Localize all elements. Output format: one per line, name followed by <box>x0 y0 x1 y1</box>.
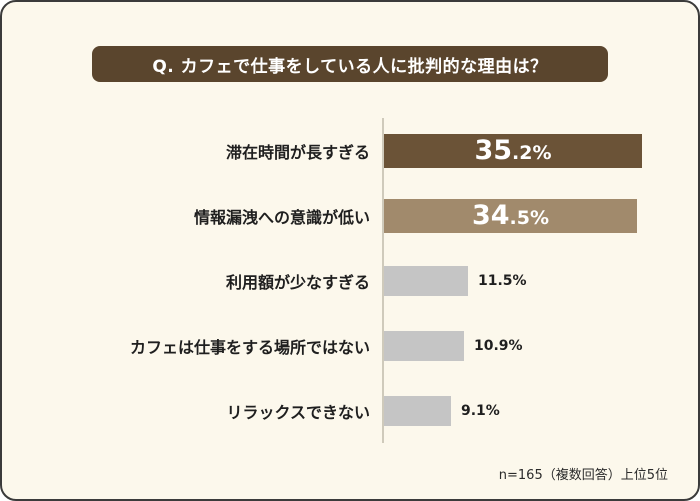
bar-chart: 滞在時間が長すぎる 35.2% 情報漏洩への意識が低い 34.5% 利用額が少な… <box>2 118 698 443</box>
chart-row: 情報漏洩への意識が低い 34.5% <box>2 183 698 248</box>
chart-row: 滞在時間が長すぎる 35.2% <box>2 118 698 183</box>
bar-rank2: 34.5% <box>384 198 637 233</box>
chart-row: リラックスできない 9.1% <box>2 378 698 443</box>
bar-track: 34.5% <box>382 183 698 248</box>
value-label: 35.2% <box>474 135 552 166</box>
value-label: 10.9% <box>474 337 523 354</box>
value-label: 9.1% <box>461 402 500 419</box>
chart-row: カフェは仕事をする場所ではない 10.9% <box>2 313 698 378</box>
value-label: 34.5% <box>471 200 550 231</box>
category-label: 利用額が少なすぎる <box>225 272 370 292</box>
bar-track: 9.1% <box>382 378 698 443</box>
bar-rank4 <box>384 330 464 361</box>
category-label: 情報漏洩への意識が低い <box>193 207 370 227</box>
bar-track: 11.5% <box>382 248 698 313</box>
value-label: 11.5% <box>478 272 527 289</box>
sample-size-note: n=165（複数回答）上位5位 <box>498 468 668 483</box>
bar-rank5 <box>384 395 451 426</box>
bar-rank3 <box>384 265 468 296</box>
chart-title-badge: Q. カフェで仕事をしている人に批判的な理由は？ <box>92 46 608 82</box>
category-label: リラックスできない <box>226 402 370 422</box>
bar-rank1: 35.2% <box>384 133 642 168</box>
category-label: カフェは仕事をする場所ではない <box>129 337 370 357</box>
chart-row: 利用額が少なすぎる 11.5% <box>2 248 698 313</box>
chart-title: Q. カフェで仕事をしている人に批判的な理由は？ <box>152 56 548 77</box>
category-label: 滞在時間が長すぎる <box>225 142 370 162</box>
bar-track: 35.2% <box>382 118 698 183</box>
bar-track: 10.9% <box>382 313 698 378</box>
